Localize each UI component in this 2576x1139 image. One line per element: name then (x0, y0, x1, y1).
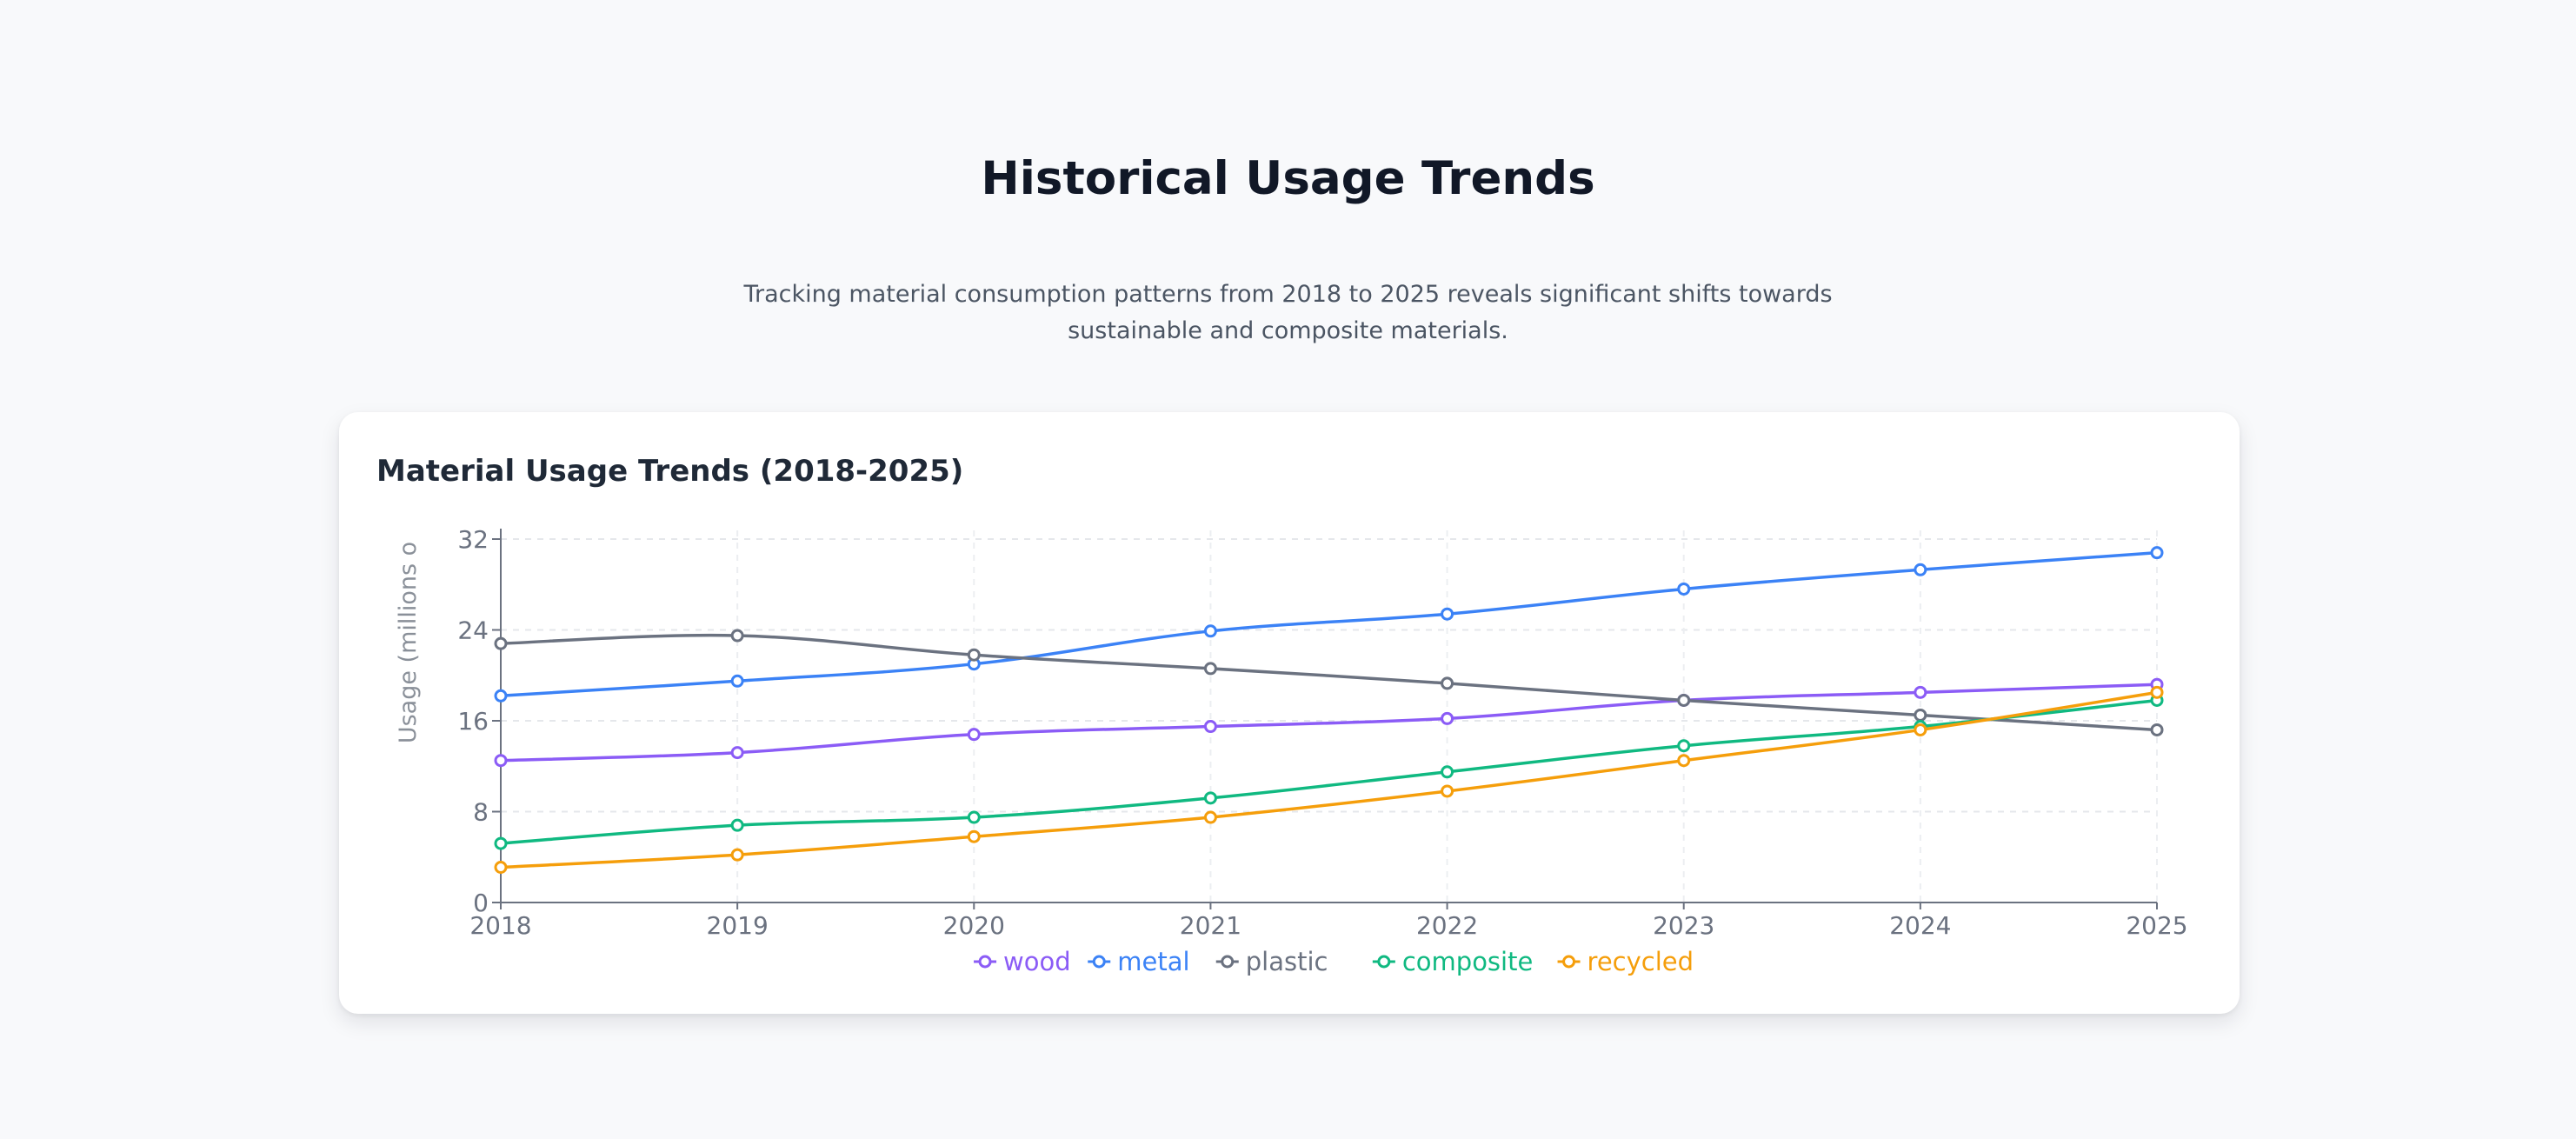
legend-item-composite: composite (1372, 947, 1533, 976)
x-tick-label: 2025 (2126, 911, 2187, 940)
legend-label: metal (1117, 947, 1189, 976)
data-point-wood (1203, 720, 1217, 734)
data-point-metal (730, 674, 744, 688)
data-point-plastic (1914, 708, 1927, 722)
data-point-composite (1441, 765, 1454, 779)
chart-card: Material Usage Trends (2018-2025) 0 8 16 24… (339, 412, 2240, 1014)
data-point-wood (730, 746, 744, 760)
data-point-plastic (2150, 723, 2164, 736)
data-point-metal (1914, 563, 1927, 576)
data-point-recycled (967, 829, 981, 843)
series-wood (494, 677, 2164, 768)
x-tick-label: 2020 (943, 911, 1005, 940)
data-point-wood (1914, 685, 1927, 699)
series-line-metal (500, 550, 2158, 698)
series-line-wood (500, 683, 2158, 763)
data-point-wood (967, 728, 981, 742)
data-point-plastic (1203, 662, 1217, 676)
data-point-composite (1203, 791, 1217, 805)
y-axis-label: Usage (millions o (395, 542, 422, 743)
x-tick-label: 2022 (1416, 911, 1478, 940)
grid-layer (501, 530, 2158, 903)
data-point-composite (730, 818, 744, 832)
data-point-metal (1203, 624, 1217, 638)
data-point-metal (2150, 546, 2164, 560)
legend-swatch-marker (978, 955, 992, 969)
y-tick-label: 24 (457, 616, 489, 645)
data-point-wood (494, 754, 508, 768)
legend-item-wood: wood (974, 947, 1071, 976)
series-line-recycled (500, 690, 2158, 869)
x-tick-label: 2023 (1653, 911, 1714, 940)
legend-label: plastic (1246, 947, 1328, 976)
legend-item-metal: metal (1088, 947, 1190, 976)
x-tick-label: 2021 (1180, 911, 1241, 940)
legend-item-recycled: recycled (1557, 947, 1694, 976)
data-point-recycled (1677, 754, 1691, 768)
data-point-recycled (1203, 810, 1217, 824)
x-tick-label: 2019 (707, 911, 769, 940)
y-tick-label: 8 (473, 798, 489, 827)
data-point-recycled (1441, 784, 1454, 798)
data-point-wood (1441, 711, 1454, 725)
data-point-plastic (967, 648, 981, 662)
series-line-plastic (500, 633, 2158, 732)
legend-label: composite (1402, 947, 1533, 976)
series-layer (494, 546, 2164, 875)
data-point-recycled (1914, 723, 1927, 736)
y-tick-label: 16 (457, 707, 489, 736)
legend-label: wood (1003, 947, 1071, 976)
series-composite (494, 693, 2164, 850)
series-line-composite (500, 698, 2158, 845)
legend-label: recycled (1588, 947, 1694, 976)
data-point-metal (494, 689, 508, 703)
legend-swatch-marker (1562, 955, 1576, 969)
data-point-plastic (1677, 693, 1691, 707)
data-point-metal (1441, 607, 1454, 621)
page-title: Historical Usage Trends (981, 152, 1595, 205)
series-recycled (494, 685, 2164, 875)
data-point-plastic (1441, 676, 1454, 690)
legend-swatch-marker (1092, 955, 1106, 969)
data-point-recycled (2150, 685, 2164, 699)
legend-swatch-marker (1221, 955, 1235, 969)
x-tick-label: 2024 (1889, 911, 1951, 940)
data-point-composite (1677, 739, 1691, 753)
y-tick-label: 0 (473, 889, 489, 917)
chart-title: Material Usage Trends (2018-2025) (376, 454, 964, 489)
page-subtitle: Tracking material consumption patterns f… (743, 281, 1833, 344)
data-point-plastic (494, 636, 508, 650)
series-plastic (494, 629, 2164, 736)
legend-item-plastic: plastic (1215, 947, 1328, 976)
data-point-composite (494, 836, 508, 850)
x-tick-label: 2018 (469, 911, 531, 940)
line-chart: 0 8 16 24 32 2018 2019 2020 2021 2022 2023 2024 2025… (395, 525, 2188, 976)
legend: wood metal plastic composite recycled (974, 947, 1694, 976)
data-point-metal (1677, 582, 1691, 596)
data-point-recycled (730, 848, 744, 862)
data-point-composite (967, 810, 981, 824)
data-point-recycled (494, 861, 508, 875)
data-point-plastic (730, 629, 744, 643)
y-tick-label: 32 (457, 525, 489, 554)
series-metal (494, 546, 2164, 703)
legend-swatch-marker (1377, 955, 1391, 969)
